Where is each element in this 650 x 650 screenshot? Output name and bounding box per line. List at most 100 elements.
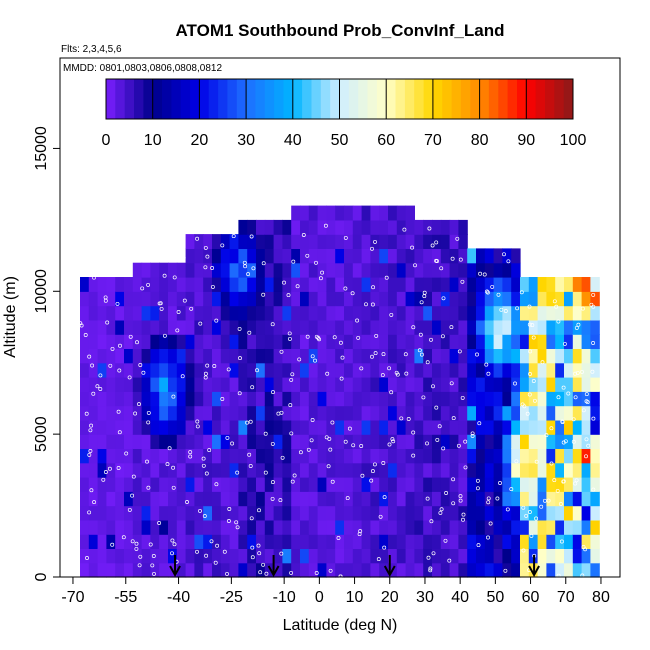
heatmap-cell bbox=[458, 448, 468, 464]
heatmap-cell bbox=[203, 519, 213, 535]
heatmap-cell bbox=[335, 248, 345, 264]
heatmap-cell bbox=[564, 519, 574, 535]
x-axis-label: Latitude (deg N) bbox=[283, 617, 398, 634]
heatmap-cell bbox=[308, 448, 319, 464]
heatmap-cell bbox=[256, 434, 266, 449]
observation-point bbox=[295, 284, 300, 289]
heatmap-cell bbox=[555, 448, 565, 464]
heatmap-cell bbox=[212, 419, 222, 435]
heatmap-cell bbox=[124, 519, 134, 535]
heatmap-cell bbox=[572, 419, 583, 435]
observation-point bbox=[172, 542, 177, 547]
heatmap-cell bbox=[546, 562, 556, 578]
heatmap-cell bbox=[564, 319, 574, 335]
heatmap-cell bbox=[361, 477, 371, 492]
observation-point bbox=[270, 441, 275, 446]
heatmap-cell bbox=[546, 491, 556, 507]
heatmap-cell bbox=[132, 562, 143, 578]
observation-point bbox=[451, 477, 456, 482]
heatmap-cell bbox=[159, 548, 169, 564]
heatmap-cell bbox=[414, 448, 424, 464]
heatmap-cell bbox=[484, 448, 495, 464]
heatmap-cell bbox=[344, 305, 354, 321]
heatmap-cell bbox=[511, 305, 521, 321]
heatmap-cell bbox=[396, 505, 407, 521]
observation-point bbox=[338, 340, 343, 345]
observation-point bbox=[195, 549, 199, 554]
observation-point bbox=[146, 282, 151, 287]
observation-point bbox=[475, 478, 480, 483]
heatmap-cell bbox=[124, 305, 134, 321]
heatmap-cell bbox=[467, 334, 477, 349]
heatmap-cell bbox=[379, 505, 389, 521]
heatmap-cell bbox=[264, 434, 275, 449]
heatmap-cell bbox=[511, 491, 521, 507]
heatmap-cell bbox=[458, 248, 468, 264]
heatmap-cell bbox=[493, 505, 503, 521]
heatmap-cell bbox=[273, 348, 283, 364]
observation-point bbox=[451, 416, 456, 421]
heatmap-cell bbox=[467, 348, 477, 364]
heatmap-cell bbox=[326, 534, 336, 549]
heatmap-cell bbox=[528, 448, 539, 464]
heatmap-cell bbox=[432, 491, 442, 507]
heatmap-cell bbox=[194, 234, 204, 249]
heatmap-cell bbox=[106, 277, 116, 292]
heatmap-cell bbox=[335, 277, 345, 292]
colorbar-segment bbox=[442, 79, 452, 119]
heatmap-cell bbox=[396, 277, 407, 292]
observation-point bbox=[226, 519, 231, 523]
heatmap-cell bbox=[458, 462, 468, 478]
heatmap-cell bbox=[520, 462, 530, 478]
observation-point bbox=[560, 419, 565, 424]
heatmap-cell bbox=[115, 434, 125, 449]
heatmap-cell bbox=[317, 405, 327, 421]
observation-point bbox=[231, 234, 236, 239]
heatmap-cell bbox=[256, 234, 266, 249]
heatmap-cell bbox=[80, 291, 90, 307]
observation-point bbox=[524, 513, 529, 518]
heatmap-cell bbox=[273, 262, 283, 278]
heatmap-cell bbox=[440, 477, 451, 492]
heatmap-cell bbox=[467, 262, 477, 278]
observation-point bbox=[591, 416, 596, 421]
heatmap-cell bbox=[326, 234, 336, 249]
heatmap-cell bbox=[229, 234, 239, 249]
heatmap-cell bbox=[308, 348, 319, 364]
heatmap-cell bbox=[185, 334, 195, 349]
observation-point bbox=[455, 236, 460, 241]
colorbar-segment bbox=[180, 79, 191, 119]
heatmap-cell bbox=[476, 562, 486, 578]
chart-title: ATOM1 Southbound Prob_ConvInf_Land bbox=[176, 21, 505, 40]
heatmap-cell bbox=[264, 505, 275, 521]
observation-point bbox=[484, 362, 489, 367]
heatmap-cell bbox=[291, 377, 301, 392]
heatmap-cell bbox=[590, 305, 600, 321]
heatmap-cell bbox=[432, 262, 442, 278]
observation-point bbox=[370, 302, 375, 307]
heatmap-cell bbox=[493, 491, 503, 507]
observation-point bbox=[426, 555, 431, 560]
heatmap-cell bbox=[440, 462, 451, 478]
heatmap-cell bbox=[247, 519, 257, 535]
heatmap-cell bbox=[159, 505, 169, 521]
heatmap-cell bbox=[449, 391, 459, 407]
heatmap-cell bbox=[212, 462, 222, 478]
heatmap-cell bbox=[432, 562, 442, 578]
heatmap-cell bbox=[229, 334, 239, 349]
heatmap-cell bbox=[511, 248, 521, 264]
heatmap-cell bbox=[344, 562, 354, 578]
heatmap-cell bbox=[229, 434, 239, 449]
observation-point bbox=[202, 514, 207, 518]
observation-point bbox=[357, 532, 362, 537]
heatmap-cell bbox=[238, 262, 248, 278]
heatmap-cell bbox=[300, 319, 310, 335]
heatmap-cell bbox=[220, 448, 231, 464]
observation-point bbox=[92, 500, 97, 505]
heatmap-cell bbox=[361, 391, 371, 407]
observation-point bbox=[475, 486, 480, 491]
heatmap-cell bbox=[282, 248, 292, 264]
heatmap-cell bbox=[115, 305, 125, 321]
heatmap-cell bbox=[590, 462, 600, 478]
heatmap-cell bbox=[326, 391, 336, 407]
